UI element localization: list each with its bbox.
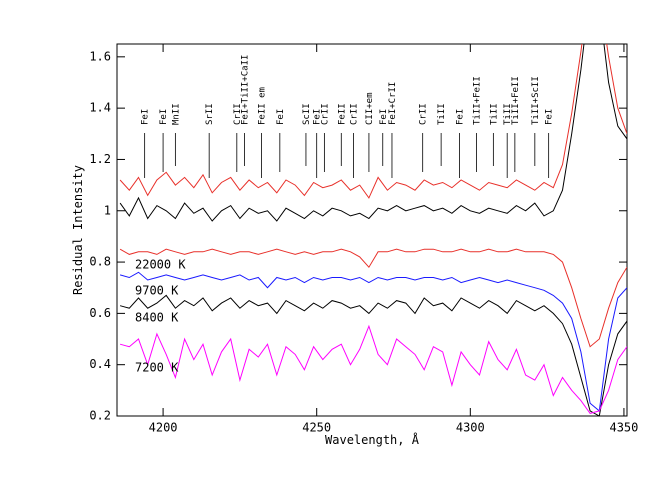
series-label: 22000 K — [135, 258, 186, 272]
spectrum-line — [119, 248, 627, 348]
line-id-label: TiII+FeII — [511, 76, 521, 125]
y-tick-label: 1.6 — [89, 49, 111, 63]
plot-area — [119, 44, 627, 416]
line-id-label: FeI+CrII — [388, 82, 398, 125]
spectrum-line — [119, 324, 627, 414]
line-id-label: TiII — [437, 103, 447, 125]
spectrum-line — [119, 44, 627, 199]
series-label: 9700 K — [135, 284, 179, 298]
line-id-label: CII+em — [365, 92, 375, 125]
line-id-label: FeI — [545, 109, 555, 125]
line-id-label: FeI+TiII+CaII — [241, 55, 251, 125]
line-id-label: TiII+FeII — [472, 76, 482, 125]
line-id-label: FeI — [456, 109, 466, 125]
line-id-label: CrII — [233, 103, 243, 125]
line-id-label: CrII — [419, 103, 429, 125]
series-label: 7200 K — [135, 361, 179, 375]
line-id-label: CrII — [320, 103, 330, 125]
line-id-label: MnII — [171, 103, 181, 125]
x-tick-label: 4300 — [456, 421, 485, 435]
y-tick-label: 0.8 — [89, 255, 111, 269]
x-tick-label: 4350 — [609, 421, 638, 435]
line-id-label: ScII — [302, 103, 312, 125]
spectrum-line — [119, 271, 627, 412]
line-id-label: FeII — [337, 103, 347, 125]
line-id-label: TiII+ScII — [531, 76, 541, 125]
line-id-label: FeI — [141, 109, 151, 125]
line-id-label: CrII — [350, 103, 360, 125]
line-id-label: TiII — [489, 103, 499, 125]
line-id-label: SrII — [205, 103, 215, 125]
spectrum-line — [119, 294, 627, 416]
y-tick-label: 1.4 — [89, 101, 111, 115]
y-tick-label: 1 — [104, 203, 111, 217]
series-label: 8400 K — [135, 311, 179, 325]
x-tick-label: 4200 — [149, 421, 178, 435]
line-id-label: FeI — [276, 109, 286, 125]
y-tick-label: 1.2 — [89, 152, 111, 166]
y-tick-label: 0.4 — [89, 357, 111, 371]
y-axis-label: Residual Intensity — [71, 165, 85, 295]
line-id-label: FeI — [159, 109, 169, 125]
y-tick-label: 0.6 — [89, 306, 111, 320]
x-axis-label: Wavelength, Å — [325, 432, 420, 447]
plot-frame — [116, 43, 628, 417]
y-tick-label: 0.2 — [89, 409, 111, 423]
line-id-label: FeII em — [257, 87, 267, 125]
line-id-label: FeI — [379, 109, 389, 125]
x-tick-label: 4250 — [302, 421, 331, 435]
spectrum-line — [119, 44, 627, 222]
line-id-label: TiII — [503, 103, 513, 125]
line-id-label: FeI — [313, 109, 323, 125]
